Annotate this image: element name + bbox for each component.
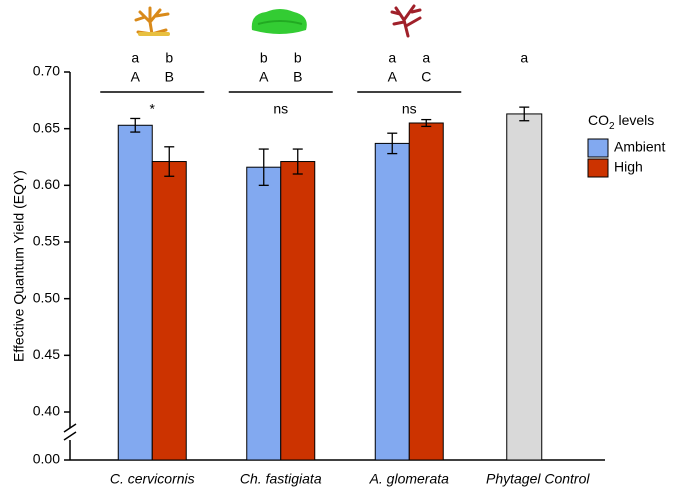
x-tick-label: Ch. fastigiata [240,471,322,487]
bar [246,166,282,461]
coral-icon [134,6,170,36]
x-tick-label: C. cervicornis [110,471,195,487]
letter: a [388,50,396,66]
error-bar [421,118,432,128]
bar [151,161,187,461]
letter: A [388,69,398,85]
coral-icon [390,4,422,38]
error-bar [130,117,141,133]
x-tick-label: A. glomerata [369,471,450,487]
letter: b [294,50,302,66]
bar [408,122,444,461]
y-tick-label: 0.45 [33,346,60,362]
letter: a [131,50,139,66]
letter: b [165,50,173,66]
error-bar [164,146,175,177]
legend-label: Ambient [614,139,665,155]
legend-title: CO2 levels [588,112,654,132]
coral-icon [251,9,307,34]
significance: ns [273,101,288,117]
legend-title-part: CO [588,112,609,128]
letter: A [131,69,141,85]
significance: ns [402,101,417,117]
error-bar [519,106,530,122]
letter: B [165,69,174,85]
x-tick-label: Phytagel Control [486,471,590,487]
legend-title-part: 2 [609,121,615,132]
letter: a [422,50,430,66]
legend-swatch [587,138,609,158]
error-bar [387,132,398,155]
error-bar [292,148,303,175]
letter: B [293,69,302,85]
letter: b [260,50,268,66]
axis-break [63,423,77,433]
bar [117,124,153,461]
legend-swatch [587,158,609,178]
y-tick-label: 0.70 [33,63,60,79]
y-axis-label: Effective Quantum Yield (EQY) [11,170,27,362]
bar [506,113,543,461]
letter: C [421,69,431,85]
error-bar [258,148,269,186]
y-tick-label: 0.65 [33,119,60,135]
y-tick-label: 0.60 [33,176,60,192]
bar [374,142,410,461]
axis-break [63,431,77,441]
y-tick-label: 0.55 [33,233,60,249]
legend-title-part: levels [615,112,655,128]
bar [280,161,316,461]
legend-label: High [614,159,643,175]
y-tick-label: 0.50 [33,289,60,305]
significance: * [150,101,156,117]
y-tick-label: 0.40 [33,403,60,419]
letter: a [520,50,528,66]
y-tick-label: 0.00 [33,451,60,467]
letter: A [259,69,269,85]
